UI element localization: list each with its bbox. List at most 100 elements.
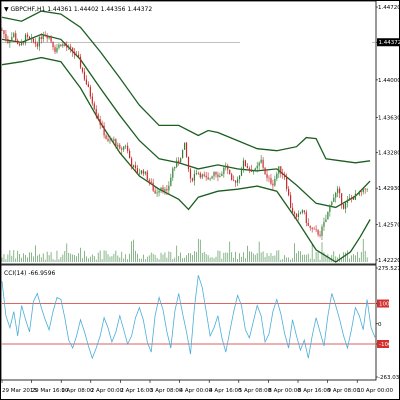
candle-body [286, 177, 288, 189]
candle-body [311, 227, 313, 229]
candle-body [360, 191, 362, 193]
candle-body [348, 197, 351, 200]
candle-body [30, 38, 33, 40]
cci-line [1, 275, 376, 360]
candle-body [134, 165, 137, 169]
candle-body [189, 169, 192, 179]
candle-body [291, 207, 294, 213]
candle-body [129, 150, 131, 159]
candle-body [15, 33, 17, 41]
candle-body [297, 213, 300, 217]
candle-body [341, 193, 343, 205]
candle-body [21, 42, 23, 46]
candle-body [89, 86, 91, 97]
candle-body [225, 165, 227, 168]
candle-body [295, 213, 298, 217]
candle-body [77, 54, 80, 57]
candle-body [301, 210, 303, 213]
candle-body [221, 173, 223, 176]
candle-body [315, 229, 317, 231]
candle-body [144, 171, 146, 174]
candle-body [158, 190, 160, 193]
candle-body [362, 188, 364, 193]
candle-body [176, 160, 178, 167]
candle-body [119, 144, 121, 149]
bollinger-upper-band [1, 10, 371, 164]
candle-body [3, 30, 5, 34]
candle-body [56, 47, 58, 52]
price-axis: 1.44720 1.44372 1.44000 1.43630 1.43280 1.429… [376, 5, 400, 264]
candle-body [19, 44, 21, 46]
candle-body [127, 145, 129, 151]
time-tick-label: 8 Apr 00:00 [268, 388, 301, 394]
candle-body [270, 178, 272, 184]
candle-body [193, 173, 195, 181]
candle-body [178, 160, 180, 163]
cci-tick-label: 275.5274 [378, 266, 400, 272]
candle-body [242, 160, 245, 171]
time-tick-label: 2 Apr 00:00 [91, 388, 124, 394]
candle-body [329, 205, 331, 212]
candle-body [36, 43, 38, 47]
price-tick-label: 1.42930 [378, 186, 400, 192]
candle-body [40, 37, 42, 39]
candle-body [335, 192, 337, 198]
candle-body [309, 225, 311, 228]
candle-body [113, 139, 115, 141]
candle-body [26, 34, 29, 37]
candle-body [121, 148, 123, 150]
time-tick-label: 10 Apr 00:00 [357, 388, 393, 394]
candle-body [28, 36, 31, 39]
candle-body [105, 135, 107, 139]
candle-body [60, 44, 62, 46]
candle-body [272, 183, 274, 186]
candle-body [280, 166, 282, 174]
candle-body [217, 174, 219, 177]
price-tick-label: 1.43630 [378, 115, 400, 121]
candle-body [107, 138, 109, 141]
candle-body [93, 103, 95, 109]
time-tick-label: 1 Apr 08:00 [61, 388, 94, 394]
candle-body [1, 30, 3, 31]
candle-body [74, 51, 76, 55]
candle-body [195, 172, 197, 174]
candle-body [109, 140, 111, 142]
candle-body [132, 165, 135, 168]
candle-body [313, 228, 315, 230]
time-tick-label: 4 Apr 16:00 [209, 388, 242, 394]
candle-body [79, 56, 82, 68]
candle-body [197, 172, 199, 174]
candle-body [160, 187, 162, 191]
candle-body [358, 191, 360, 195]
candle-body [62, 44, 64, 46]
price-tick-label: 1.42570 [378, 223, 400, 229]
candle-body [81, 67, 84, 72]
candle-body [22, 42, 25, 44]
cci-tick-label: 0 [378, 322, 382, 328]
legend-mask [240, 35, 372, 90]
time-tick-label: 9 Apr 08:00 [328, 388, 361, 394]
indicator-panel-frame [0, 264, 377, 381]
candle-body [209, 178, 211, 180]
candle-body [164, 189, 166, 192]
candle-body [185, 142, 188, 157]
candle-body [223, 167, 225, 174]
candle-body [199, 173, 201, 178]
candle-body [182, 149, 184, 159]
current-price-label: 1.44372 [379, 40, 400, 46]
candle-body [138, 173, 141, 175]
candle-body [24, 34, 27, 44]
candle-body [174, 166, 176, 169]
candle-body [350, 197, 353, 199]
candle-body [172, 168, 174, 178]
candle-body [34, 41, 36, 44]
candle-body [327, 211, 329, 220]
candlesticks [1, 27, 368, 241]
candle-body [156, 192, 158, 194]
candle-body [366, 189, 368, 190]
candle-body [207, 177, 209, 180]
candle-body [148, 179, 150, 182]
candle-body [7, 39, 9, 44]
